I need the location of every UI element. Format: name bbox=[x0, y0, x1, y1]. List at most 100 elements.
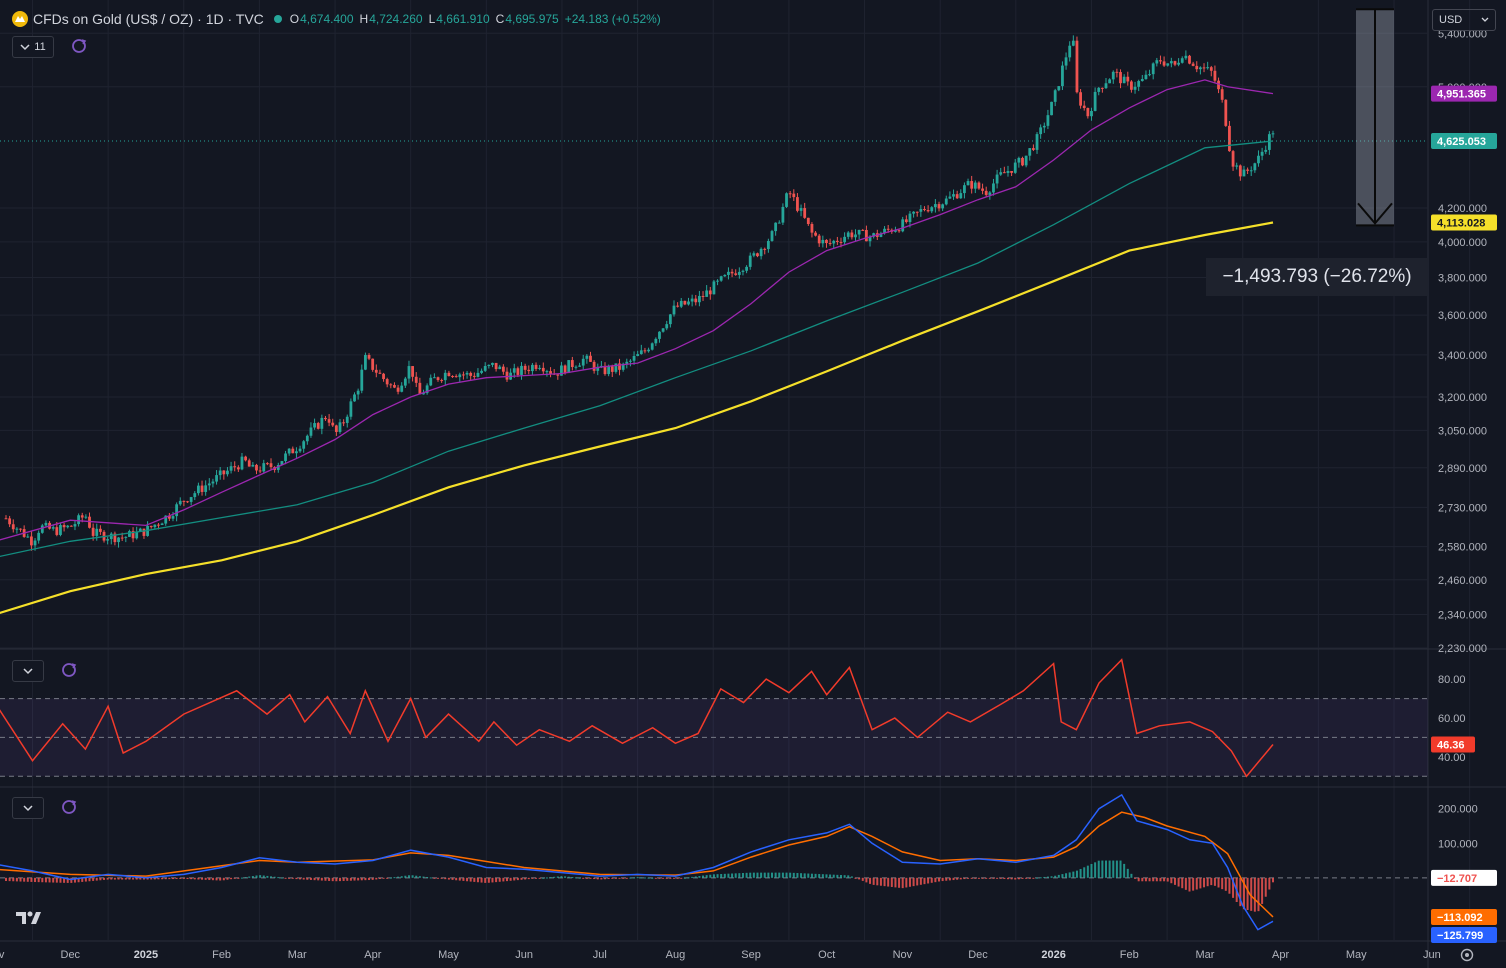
macd-histogram-bar bbox=[854, 877, 857, 879]
macd-histogram-bar bbox=[262, 875, 265, 878]
candle-body bbox=[933, 204, 937, 208]
macd-histogram-bar bbox=[52, 877, 55, 883]
candle-body bbox=[872, 233, 876, 237]
candle-body bbox=[676, 305, 680, 307]
currency-value: USD bbox=[1439, 14, 1463, 26]
macd-histogram-bar bbox=[974, 877, 977, 879]
macd-histogram-bar bbox=[1003, 877, 1006, 880]
macd-collapse-button[interactable] bbox=[12, 797, 44, 819]
candle-body bbox=[15, 528, 19, 530]
rsi-collapse-button[interactable] bbox=[12, 660, 44, 682]
candle-body bbox=[364, 355, 367, 370]
macd-histogram-bar bbox=[571, 877, 574, 879]
candle-body bbox=[984, 190, 988, 195]
candle-body bbox=[701, 295, 705, 297]
candle-body bbox=[1119, 72, 1122, 84]
candle-body bbox=[643, 350, 647, 352]
rsi-sync-icon[interactable] bbox=[60, 661, 78, 679]
candle-body bbox=[247, 460, 251, 467]
candle-body bbox=[610, 366, 614, 372]
price-axis-value-badge bbox=[1431, 85, 1497, 102]
price-axis-tick: 2,340.000 bbox=[1438, 610, 1487, 622]
macd-histogram-bar bbox=[411, 875, 414, 878]
macd-histogram-bar bbox=[1017, 877, 1020, 880]
macd-histogram-bar bbox=[313, 877, 316, 881]
candle-body bbox=[1202, 67, 1206, 69]
candle-body bbox=[1002, 172, 1006, 174]
symbol-title[interactable]: CFDs on Gold (US$ / OZ) · 1D · TVC bbox=[33, 11, 264, 27]
price-axis-tick: 5,400.000 bbox=[1438, 28, 1487, 40]
macd-histogram-bar bbox=[720, 874, 723, 878]
macd-histogram-bar bbox=[1036, 877, 1039, 879]
candle-body bbox=[766, 240, 770, 250]
candle-body bbox=[538, 367, 542, 369]
macd-histogram-bar bbox=[23, 877, 26, 882]
time-axis-label: Nov bbox=[0, 949, 5, 961]
macd-histogram-bar bbox=[578, 877, 581, 879]
candle-body bbox=[1079, 92, 1082, 106]
candle-body bbox=[632, 355, 636, 361]
candle-body bbox=[211, 481, 215, 484]
macd-histogram-bar bbox=[1155, 877, 1158, 882]
candle-body bbox=[835, 240, 839, 242]
candle-body bbox=[171, 516, 175, 519]
macd-histogram-bar bbox=[1079, 868, 1082, 878]
macd-histogram-bar bbox=[756, 872, 759, 878]
candle-body bbox=[483, 366, 487, 371]
macd-histogram-bar bbox=[527, 877, 530, 880]
macd-histogram-bar bbox=[404, 875, 407, 878]
macd-histogram-bar bbox=[829, 874, 832, 878]
candle-body bbox=[694, 298, 698, 303]
macd-histogram-bar bbox=[927, 877, 930, 884]
macd-histogram-bar bbox=[1014, 877, 1017, 880]
candle-body bbox=[265, 463, 269, 465]
macd-histogram-bar bbox=[731, 873, 734, 878]
rsi-value-badge bbox=[1431, 736, 1475, 753]
settings-gear-icon[interactable] bbox=[1458, 946, 1476, 964]
macd-histogram-bar bbox=[1203, 877, 1206, 888]
macd-histogram-bar bbox=[636, 877, 639, 879]
candle-body bbox=[578, 365, 581, 367]
macd-histogram-bar bbox=[466, 877, 469, 882]
macd-histogram-bar bbox=[240, 877, 243, 879]
macd-histogram-bar bbox=[440, 877, 443, 879]
macd-histogram-bar bbox=[84, 877, 87, 882]
macd-histogram-bar bbox=[1119, 860, 1122, 878]
candle-body bbox=[84, 516, 88, 518]
candle-body bbox=[854, 234, 857, 238]
indicators-toggle-button[interactable]: 11 bbox=[12, 36, 54, 58]
candle-body bbox=[839, 241, 843, 243]
candle-body bbox=[1195, 65, 1199, 70]
macd-histogram-bar bbox=[1264, 877, 1267, 897]
price-axis-tick: 2,460.000 bbox=[1438, 575, 1487, 587]
candle-body bbox=[785, 193, 788, 207]
macd-histogram-bar bbox=[1112, 860, 1115, 878]
macd-histogram-bar bbox=[651, 877, 654, 879]
tradingview-logo-icon[interactable] bbox=[14, 908, 48, 928]
candle-body bbox=[901, 219, 905, 232]
macd-histogram-bar bbox=[255, 875, 258, 878]
candle-body bbox=[774, 222, 778, 232]
gold-symbol-icon bbox=[12, 11, 28, 27]
macd-histogram-bar bbox=[368, 877, 371, 881]
macd-value-label: −12.707 bbox=[1437, 873, 1477, 885]
time-axis-label: Dec bbox=[61, 949, 81, 961]
candle-body bbox=[106, 539, 110, 541]
candle-body bbox=[1257, 155, 1260, 164]
sync-icon[interactable] bbox=[70, 37, 88, 55]
price-axis-tick: 3,200.000 bbox=[1438, 392, 1487, 404]
macd-histogram-bar bbox=[208, 877, 211, 881]
macd-histogram-bar bbox=[444, 877, 447, 880]
candle-body bbox=[603, 365, 607, 375]
candle-body bbox=[1097, 87, 1101, 92]
candle-body bbox=[291, 448, 295, 454]
candle-body bbox=[796, 197, 799, 211]
candle-body bbox=[8, 518, 12, 525]
macd-histogram-bar bbox=[665, 877, 668, 879]
currency-select[interactable]: USD bbox=[1432, 9, 1496, 31]
macd-histogram-bar bbox=[150, 877, 153, 880]
candle-body bbox=[926, 210, 930, 212]
macd-sync-icon[interactable] bbox=[60, 798, 78, 816]
ohlc-open: O4,674.400 bbox=[289, 12, 354, 26]
